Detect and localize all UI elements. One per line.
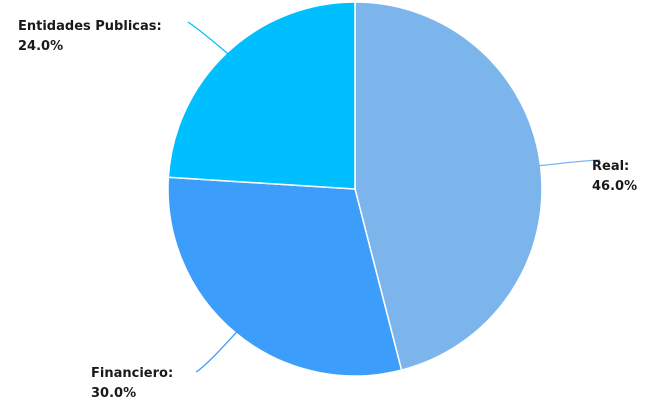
label-real-name: Real: [592, 159, 629, 174]
label-real-value: 46.0% [592, 179, 637, 194]
pie-slice-entidades-publicas[interactable] [167, 1, 356, 190]
label-entidades-value: 24.0% [18, 39, 63, 54]
pie-slices [167, 1, 543, 377]
label-financiero-value: 30.0% [91, 386, 136, 401]
leader-line-entidades-publicas [187, 21, 229, 55]
leader-line-real [538, 159, 601, 167]
leader-line-financiero [195, 331, 238, 373]
leader-lines [187, 21, 601, 373]
label-financiero-name: Financiero: [91, 366, 173, 381]
label-entidades-name: Entidades Publicas: [18, 19, 162, 34]
